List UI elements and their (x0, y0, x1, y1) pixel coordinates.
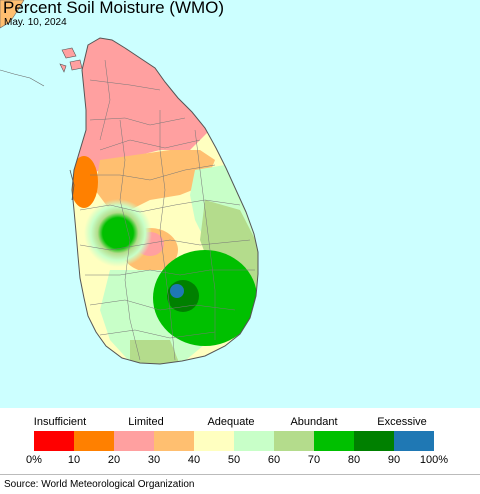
legend-tick-label: 100% (419, 454, 449, 466)
legend-category-limited: Limited (128, 416, 164, 428)
legend-tick-label: 20 (107, 454, 121, 466)
legend-color-bar (34, 431, 434, 451)
source-text: Source: World Meteorological Organizatio… (4, 479, 195, 490)
source-footer: Source: World Meteorological Organizatio… (0, 474, 480, 494)
legend-swatch-4 (194, 431, 234, 451)
legend-tick-label: 90 (387, 454, 401, 466)
legend-tick-label: 50 (227, 454, 241, 466)
island-fill (72, 38, 258, 364)
west-lagoon (69, 169, 75, 201)
legend-category-abundant: Abundant (290, 416, 338, 428)
north-islets (59, 47, 83, 73)
legend-tick-label: 0% (26, 454, 42, 466)
legend-tick-label: 10 (67, 454, 81, 466)
legend-swatch-1 (74, 431, 114, 451)
legend-tick-label: 30 (147, 454, 161, 466)
legend-tick-label: 60 (267, 454, 281, 466)
mainland-coast (0, 69, 45, 87)
legend-category-insufficient: Insufficient (33, 416, 87, 428)
map-date: May. 10, 2024 (4, 17, 67, 28)
legend-swatch-9 (394, 431, 434, 451)
island-outline (71, 37, 259, 365)
district-boundaries (79, 59, 255, 361)
map-svg (0, 0, 259, 365)
legend-swatch-6 (274, 431, 314, 451)
map-title: Percent Soil Moisture (WMO) (3, 0, 225, 17)
legend-tick-label: 70 (307, 454, 321, 466)
legend-tick-label: 80 (347, 454, 361, 466)
legend-tick-label: 40 (187, 454, 201, 466)
legend-swatch-0 (34, 431, 74, 451)
legend-swatch-2 (114, 431, 154, 451)
map-panel: Percent Soil Moisture (WMO) May. 10, 202… (0, 0, 480, 408)
mainland-fragment (0, 0, 25, 29)
legend-swatch-3 (154, 431, 194, 451)
legend-category-excessive: Excessive (377, 416, 427, 428)
legend-swatch-5 (234, 431, 274, 451)
legend: Insufficient Limited Adequate Abundant E… (0, 408, 480, 474)
legend-category-adequate: Adequate (207, 416, 255, 428)
legend-swatch-7 (314, 431, 354, 451)
legend-swatch-8 (354, 431, 394, 451)
